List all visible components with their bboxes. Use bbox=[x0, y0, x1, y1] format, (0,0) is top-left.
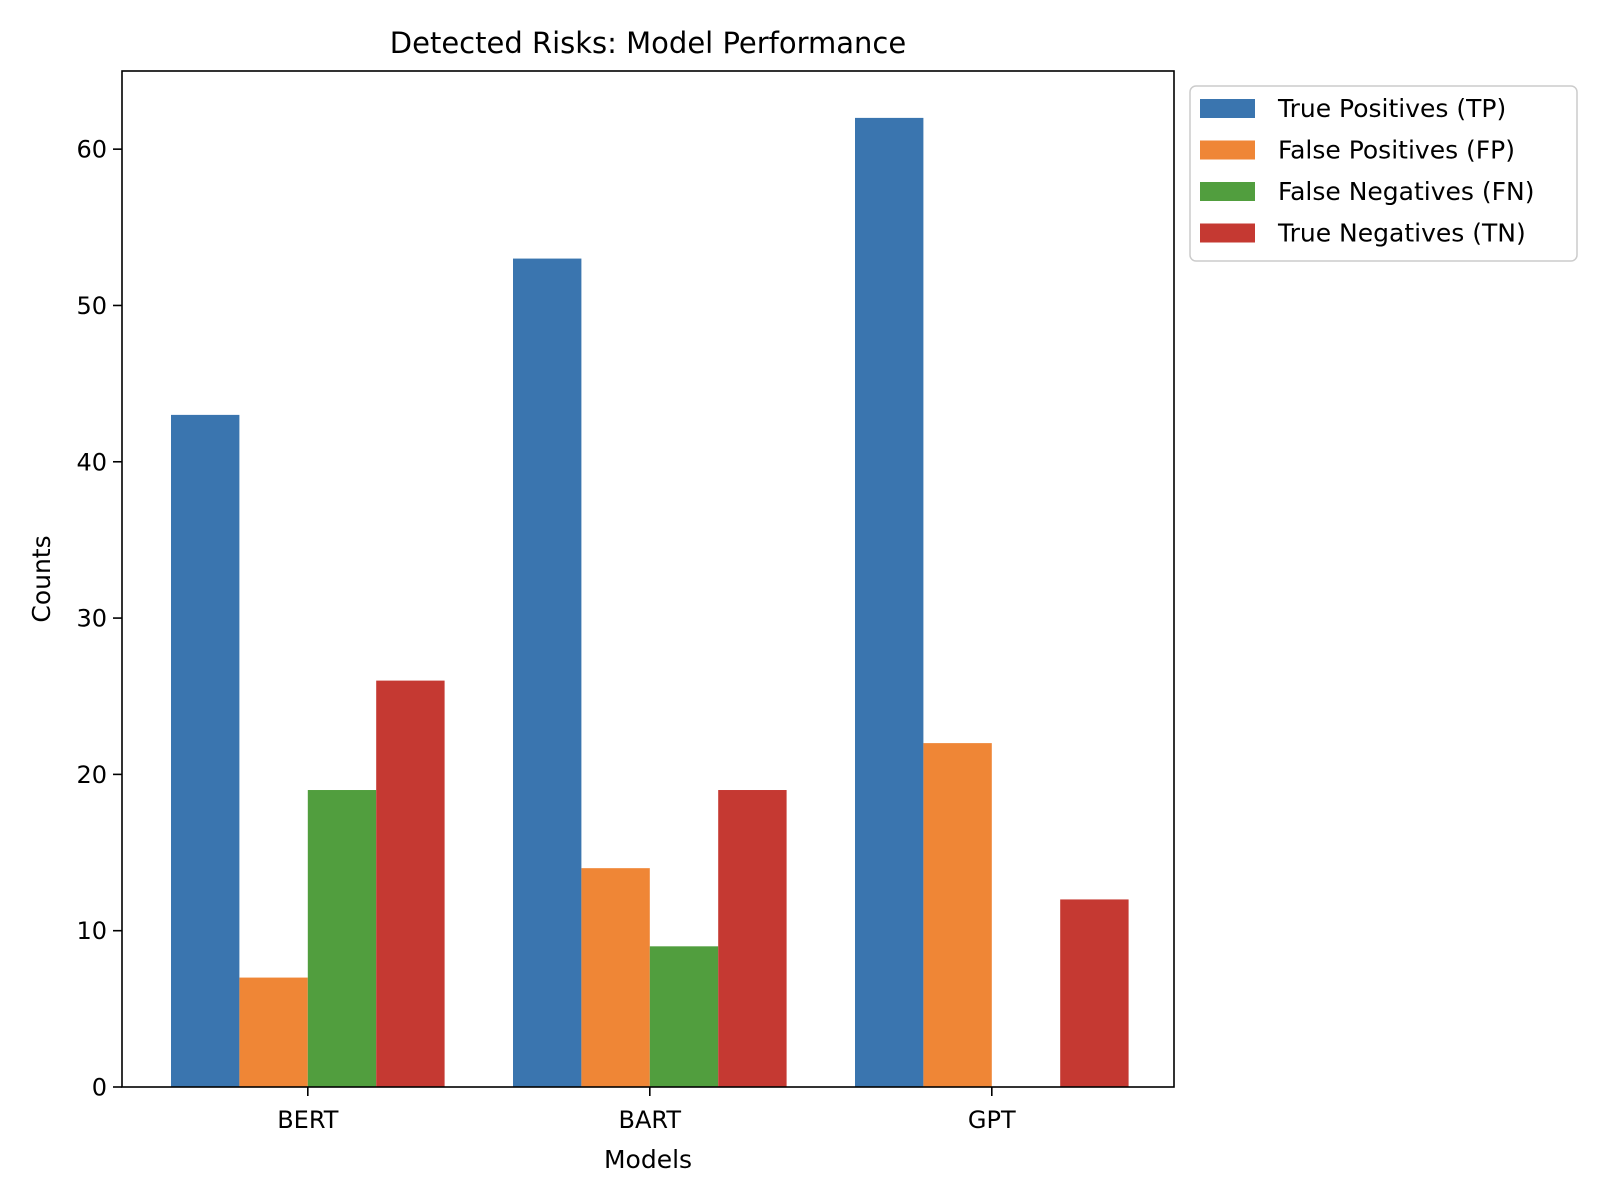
legend-label-4: True Negatives (TN) bbox=[1277, 219, 1526, 248]
bar-bart-series-1 bbox=[513, 258, 582, 1087]
y-tick-label: 10 bbox=[76, 917, 107, 945]
y-tick-label: 40 bbox=[76, 448, 107, 476]
legend-label-3: False Negatives (FN) bbox=[1278, 177, 1534, 206]
legend-box bbox=[1189, 85, 1578, 262]
legend: True Positives (TP) False Positives (FP) F… bbox=[1189, 85, 1578, 262]
bar-bert-series-4 bbox=[376, 680, 445, 1087]
legend-swatch-3 bbox=[1200, 182, 1255, 201]
legend-label-1: True Positives (TP) bbox=[1277, 94, 1506, 123]
bar-bert-series-3 bbox=[307, 790, 377, 1087]
bar-gpt-series-1 bbox=[855, 117, 924, 1087]
bar-gpt-series-2 bbox=[923, 743, 992, 1087]
x-axis-ticks: BERT BART GPT bbox=[277, 1087, 1016, 1134]
bar-gpt-series-4 bbox=[1060, 899, 1129, 1087]
legend-label-2: False Positives (FP) bbox=[1278, 136, 1515, 165]
legend-items: True Positives (TP) False Positives (FP) F… bbox=[1200, 94, 1534, 248]
x-tick-label-bart: BART bbox=[619, 1106, 682, 1134]
x-axis-label: Models bbox=[604, 1145, 692, 1174]
y-tick-label: 0 bbox=[92, 1074, 107, 1102]
y-tick-label: 30 bbox=[76, 605, 107, 633]
bar-bart-series-2 bbox=[581, 868, 650, 1087]
legend-swatch-1 bbox=[1200, 99, 1255, 118]
y-axis-label: Counts bbox=[27, 535, 56, 622]
bar-bert-series-2 bbox=[239, 977, 308, 1087]
bar-bert-series-1 bbox=[171, 414, 240, 1087]
y-tick-label: 50 bbox=[76, 292, 107, 320]
y-tick-label: 20 bbox=[76, 761, 107, 789]
bar-bart-series-3 bbox=[649, 946, 719, 1087]
bars-layer bbox=[171, 117, 1129, 1087]
legend-swatch-4 bbox=[1200, 223, 1255, 243]
x-tick-label-gpt: GPT bbox=[968, 1106, 1016, 1134]
y-tick-label: 60 bbox=[76, 136, 107, 164]
x-tick-label-bert: BERT bbox=[277, 1106, 339, 1134]
y-axis-ticks: 0 10 20 30 40 50 60 bbox=[76, 136, 122, 1102]
chart-title: Detected Risks: Model Performance bbox=[390, 26, 906, 60]
legend-swatch-2 bbox=[1200, 140, 1255, 160]
bar-bart-series-4 bbox=[718, 790, 787, 1087]
plot-frame bbox=[121, 70, 1175, 1088]
